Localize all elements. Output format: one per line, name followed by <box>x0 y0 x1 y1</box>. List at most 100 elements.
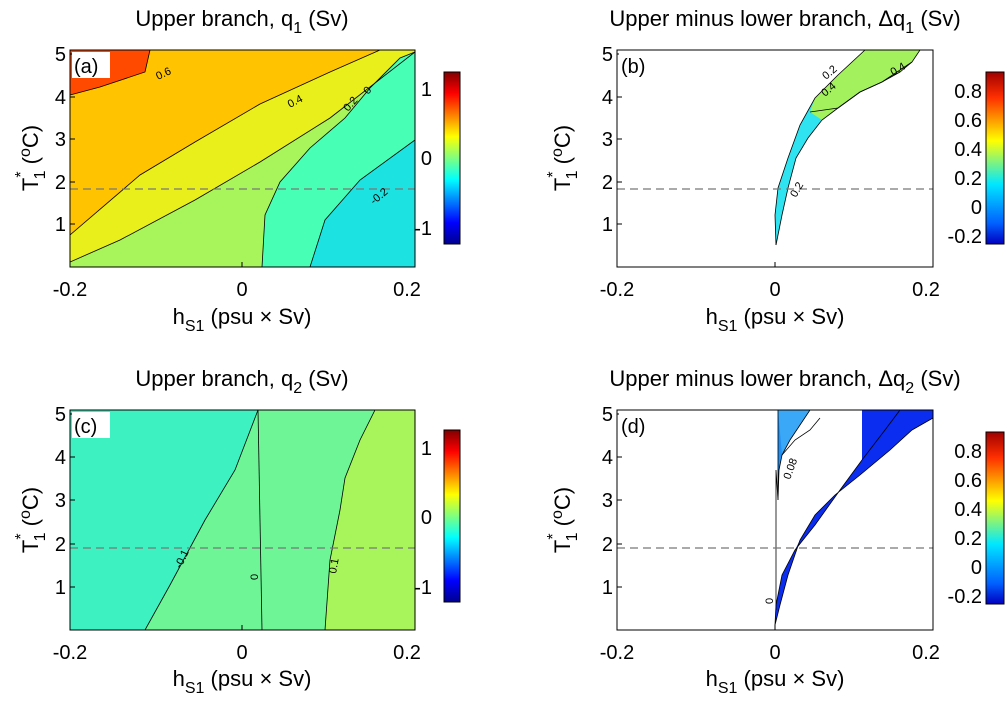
panel-d-xlabel: hS1 (psu × Sv) <box>706 666 845 697</box>
panel-c-colorbar-tick: 1 <box>421 438 432 460</box>
panel-d-ytick: 2 <box>602 534 613 556</box>
panel-b-region-green <box>810 50 920 120</box>
panel-d-ytick: 3 <box>602 490 613 512</box>
panel-a-ylabel: T* 1 (oC) <box>13 125 49 191</box>
panel-a-xtick: 0 <box>236 279 247 301</box>
panel-b-colorbar-tick: 0.8 <box>954 81 982 103</box>
panel-c-ylabel: T* 1 (oC) <box>13 487 49 553</box>
panel-a-title: Upper branch, q1 (Sv) <box>135 6 348 37</box>
panel-b-colorbar-tick: -0.2 <box>948 226 982 248</box>
panel-a: Upper branch, q1 (Sv) 0.6 0.4 0.2 0 -0.2 <box>13 6 461 335</box>
panel-c-ytick: 5 <box>55 404 66 426</box>
panel-c-contour-label: 0 <box>249 574 261 580</box>
panel-d-ytick: 4 <box>602 447 613 469</box>
panel-c-colorbar <box>443 429 461 603</box>
panel-d-contour-label: 0 <box>764 598 776 604</box>
panel-b-colorbar-tick: 0.2 <box>954 168 982 190</box>
panel-a-contour-0.6 <box>70 50 151 96</box>
panel-a-ytick: 4 <box>55 87 66 109</box>
panel-c-contour-minus0.1 <box>144 410 259 630</box>
panel-d-title: Upper minus lower branch, Δq2 (Sv) <box>609 366 960 397</box>
panel-b-colorbar-tick: 0 <box>971 197 982 219</box>
panel-a-tag-box <box>72 52 110 78</box>
panel-d-colorbar <box>985 431 1005 605</box>
panel-a-xlabel: hS1 (psu × Sv) <box>173 304 312 335</box>
panel-b-xtick: 0 <box>769 279 780 301</box>
panel-c-ytick: 3 <box>55 490 66 512</box>
panel-d-ytick: 1 <box>602 577 613 599</box>
panel-b-ylabel: T* 1 (oC) <box>545 125 581 191</box>
panel-d-ytick: 5 <box>602 404 613 426</box>
panel-d-colorbar-tick: 0 <box>971 557 982 579</box>
panel-b-xtick: -0.2 <box>600 279 634 301</box>
panel-c-plot-area: -0.1 0 0.1 <box>70 410 415 630</box>
panel-a-contour-0.2 <box>70 51 415 263</box>
panel-b-colorbar-tick: 0.4 <box>954 139 982 161</box>
panel-c-region-mid-green <box>145 410 262 630</box>
panel-b-ytick: 2 <box>602 172 613 194</box>
panel-a-colorbar-tick: -1 <box>414 218 432 240</box>
panel-d-xtick: 0 <box>769 642 780 664</box>
panel-b-title: Upper minus lower branch, Δq1 (Sv) <box>609 6 960 37</box>
panel-a-xtick: -0.2 <box>53 279 87 301</box>
panel-a-plot-area: 0.6 0.4 0.2 0 -0.2 <box>70 50 415 267</box>
panel-c-xtick: -0.2 <box>53 642 87 664</box>
panel-c-tag: (c) <box>74 416 97 438</box>
panel-c-xtick: 0.2 <box>393 642 421 664</box>
panel-d-colorbar-tick: 0.4 <box>954 499 982 521</box>
panel-c-contour-0 <box>257 410 263 630</box>
panel-b: Upper minus lower branch, Δq1 (Sv) 0.2 0… <box>545 6 1005 335</box>
panel-d-colorbar-tick: 0.8 <box>954 441 982 463</box>
panel-a-colorbar-tick: 0 <box>421 148 432 170</box>
panel-c-ytick: 1 <box>55 577 66 599</box>
panel-b-tag-box <box>619 52 657 78</box>
panel-b-contour-boundary-left <box>774 50 866 246</box>
panel-b-ytick: 1 <box>602 214 613 236</box>
panel-d-plot-area: 0.08 0 <box>617 410 933 630</box>
panel-d-region-light-blue-top <box>778 410 810 455</box>
panel-a-colorbar-tick: 1 <box>421 79 432 101</box>
panel-a-contour-0 <box>261 51 415 267</box>
panel-c-tag-box <box>72 412 110 438</box>
panel-b-plot-area: 0.2 0.4 0.4 0.2 <box>617 50 933 267</box>
panel-b-xlabel: hS1 (psu × Sv) <box>706 304 845 335</box>
panel-d-ylabel: T* 1 (oC) <box>545 487 581 553</box>
panel-c: Upper branch, q2 (Sv) -0.1 0 0.1 (c) 1 2… <box>13 366 461 697</box>
panel-a-ytick: 5 <box>55 44 66 66</box>
panel-c-colorbar-tick: -1 <box>414 577 432 599</box>
panel-d-xtick: -0.2 <box>600 642 634 664</box>
panel-b-contour-boundary-right <box>775 50 921 246</box>
panel-b-ytick: 4 <box>602 87 613 109</box>
panel-b-colorbar <box>985 71 1005 245</box>
panel-c-title: Upper branch, q2 (Sv) <box>135 366 348 397</box>
panel-a-contour-0.4 <box>70 50 381 236</box>
panel-c-contour-0.1 <box>324 410 376 630</box>
panel-a-ytick: 2 <box>55 172 66 194</box>
panel-d-xtick: 0.2 <box>912 642 940 664</box>
panel-d-colorbar-tick: 0.2 <box>954 528 982 550</box>
panel-d-tag-box <box>619 412 657 438</box>
panel-d-region-blue-wedge <box>795 410 933 550</box>
panel-a-tag: (a) <box>74 56 98 78</box>
panel-a-contour-minus0.2 <box>309 139 415 267</box>
panel-a-region-orange <box>70 50 380 235</box>
panel-d-colorbar-tick: -0.2 <box>948 586 982 608</box>
panel-b-contour-0.4 <box>809 61 913 113</box>
panel-a-ytick: 1 <box>55 214 66 236</box>
panel-d-tag: (d) <box>621 416 645 438</box>
panel-d-contour-boundary-upper <box>774 417 933 626</box>
panel-c-region-yellow-green <box>325 410 415 630</box>
panel-c-colorbar-tick: 0 <box>421 507 432 529</box>
panel-d-contour-boundary-lower <box>774 410 901 626</box>
panel-d-colorbar-tick: 0.6 <box>954 470 982 492</box>
panel-c-ytick: 4 <box>55 447 66 469</box>
panel-c-ytick: 2 <box>55 534 66 556</box>
panel-a-xtick: 0.2 <box>393 279 421 301</box>
panel-b-tag: (b) <box>621 56 645 78</box>
panel-a-contour-label: 0.6 <box>154 65 173 82</box>
panel-a-ytick: 3 <box>55 129 66 151</box>
panel-b-ytick: 5 <box>602 44 613 66</box>
panel-d-contour-0-stem <box>775 469 779 610</box>
panel-b-ytick: 3 <box>602 129 613 151</box>
panel-b-xtick: 0.2 <box>912 279 940 301</box>
